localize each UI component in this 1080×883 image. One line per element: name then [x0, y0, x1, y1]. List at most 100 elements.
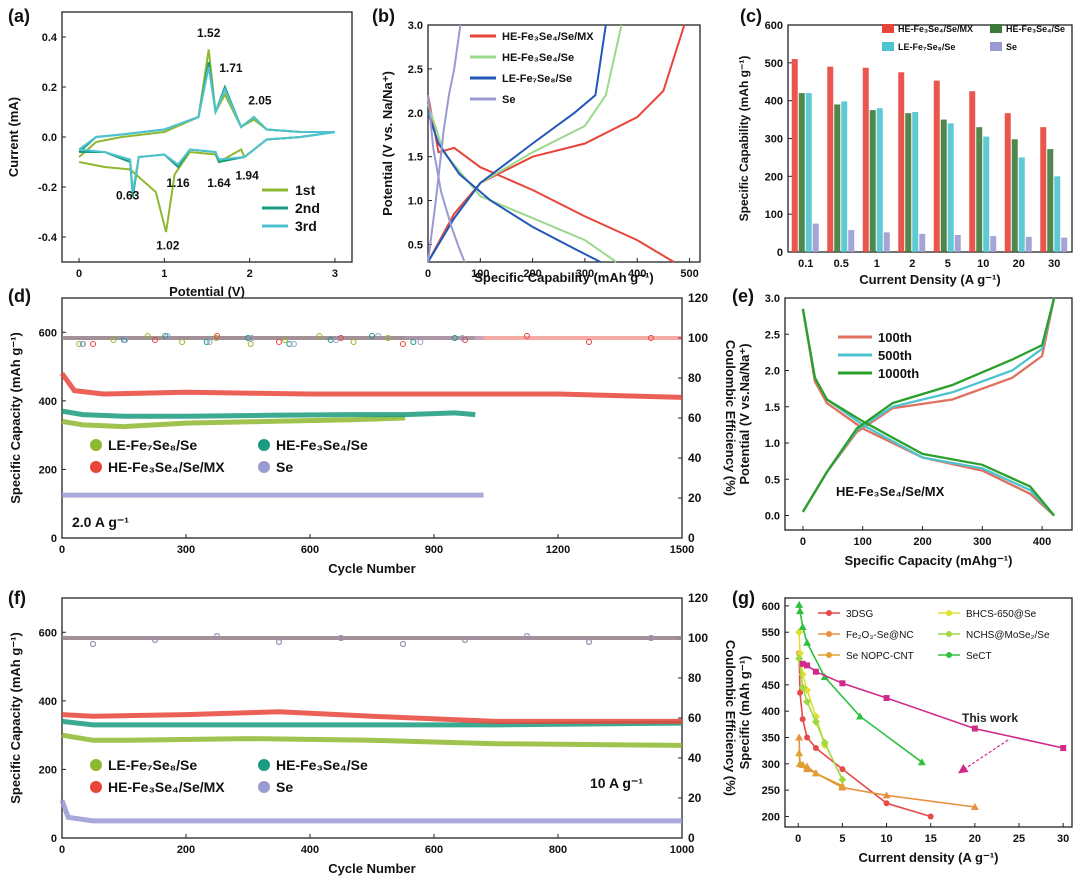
y-tick-label: 250: [762, 785, 780, 797]
x-tick-label: 200: [523, 268, 541, 280]
x-tick-label: 200: [177, 844, 195, 856]
y-tick-label: 600: [39, 627, 57, 639]
y-axis-label: Specific Capability (mAh g⁻¹): [737, 56, 751, 222]
ce-marker: [214, 633, 220, 639]
x-tick-label: 400: [301, 844, 319, 856]
charge-curve-0: [427, 24, 686, 263]
y-axis-label: Specific (mAh g⁻¹): [737, 656, 752, 770]
data-point: [839, 680, 846, 687]
y-tick-label: 350: [762, 733, 780, 745]
bar-3-4: [954, 234, 961, 252]
bar-3-1: [848, 230, 855, 252]
legend-label: LE-Fe₇Se₈/Se: [108, 437, 197, 453]
ce-marker: [276, 639, 282, 645]
y-tick-label: 0.2: [42, 82, 57, 94]
ce-marker: [203, 339, 210, 345]
panel-label: (f): [8, 588, 26, 608]
legend-marker: [826, 631, 832, 637]
bar-0-7: [1040, 127, 1047, 252]
y-tick-label: 1.5: [408, 152, 423, 164]
capacity-series-1: [61, 718, 683, 728]
data-point: [795, 654, 804, 663]
y-tick-label: 500: [765, 58, 783, 70]
ce-marker: [152, 337, 158, 343]
x-axis-label: Cycle Number: [328, 561, 415, 576]
peak-label: 1.71: [219, 61, 243, 75]
x-tick-label: 100: [471, 268, 489, 280]
ce-marker: [164, 333, 171, 339]
rate-label: 10 A g⁻¹: [590, 775, 643, 791]
panel-e: 0 100 200 300 400 0.0 0.5 1.0 1.5 2.0 2.5 3.0 Specif…: [732, 286, 1073, 568]
ce-marker: [400, 641, 406, 647]
ce-marker: [122, 337, 129, 343]
legend-swatch: [990, 42, 1002, 51]
plot-frame: [784, 597, 1073, 828]
x-tick-label: 5: [945, 258, 951, 270]
legend-label: BHCS-650@Se: [966, 609, 1037, 620]
peak-label: 1.02: [156, 239, 180, 253]
data-point: [820, 672, 829, 680]
data-point: [838, 775, 847, 784]
x-tick-label: 300: [973, 536, 991, 548]
x-tick-label: 400: [628, 268, 646, 280]
data-point: [804, 734, 811, 741]
peak-label: 2.05: [248, 94, 272, 108]
legend-swatch: [882, 42, 894, 51]
ce-marker: [586, 639, 592, 645]
data-point: [803, 638, 812, 646]
legend-marker: [946, 652, 952, 658]
panel-label: (g): [732, 588, 755, 608]
bar-3-6: [1025, 236, 1032, 252]
data-point: [812, 745, 819, 752]
ce-marker: [162, 333, 169, 339]
charge-curve-2: [801, 297, 1056, 513]
bar-2-6: [1018, 157, 1025, 252]
x-tick-label: 1: [161, 268, 167, 280]
bar-3-5: [990, 236, 997, 252]
bar-3-2: [883, 232, 890, 252]
legend-label: 2nd: [295, 200, 320, 216]
bar-0-6: [1004, 113, 1011, 252]
legend-marker: [946, 631, 952, 637]
bar-1-0: [798, 93, 805, 252]
legend-marker: [90, 461, 102, 473]
data-point: [1060, 745, 1067, 752]
capacity-series-1: [61, 408, 476, 419]
data-point: [795, 628, 804, 637]
y-axis-label: Potential (V vs.Na/Na⁺): [737, 343, 752, 484]
ce-marker: [144, 333, 151, 339]
bar-3-7: [1061, 237, 1068, 252]
capacity-series-0: [61, 415, 406, 430]
x-tick-label: 300: [576, 268, 594, 280]
series-line-4: [798, 658, 844, 780]
legend-marker: [90, 781, 102, 793]
bar-3-3: [919, 233, 926, 252]
y-tick-label: 200: [39, 464, 57, 476]
data-point: [803, 697, 812, 706]
legend-label: HE-Fe₃Se₄/Se/MX: [898, 24, 973, 34]
x-tick-label: 0: [795, 833, 801, 845]
y-tick-label: 1.0: [408, 196, 423, 208]
capacity-series-0: [61, 732, 683, 748]
ce-marker: [206, 339, 213, 345]
y-tick-label: 1.0: [765, 438, 780, 450]
y2-tick-label: 20: [688, 491, 702, 505]
legend-label: LE-Fe₇Se₈/Se: [108, 757, 197, 773]
x-tick-label: 1200: [546, 544, 570, 556]
ce-marker: [247, 341, 254, 347]
data-point: [799, 716, 806, 723]
ce-marker: [338, 335, 344, 341]
ce-marker: [369, 333, 375, 339]
bar-0-5: [969, 91, 976, 252]
y-tick-label: 200: [765, 171, 783, 183]
x-tick-label: 2: [909, 258, 915, 270]
data-point: [799, 660, 806, 667]
x-axis-label: Current density (A g⁻¹): [859, 850, 999, 865]
ce-marker: [276, 339, 282, 345]
discharge-curve-3: [427, 95, 466, 263]
legend-marker: [90, 439, 102, 451]
x-tick-label: 15: [925, 833, 937, 845]
x-tick-label: 0: [800, 536, 806, 548]
legend-label: Se: [276, 459, 293, 475]
